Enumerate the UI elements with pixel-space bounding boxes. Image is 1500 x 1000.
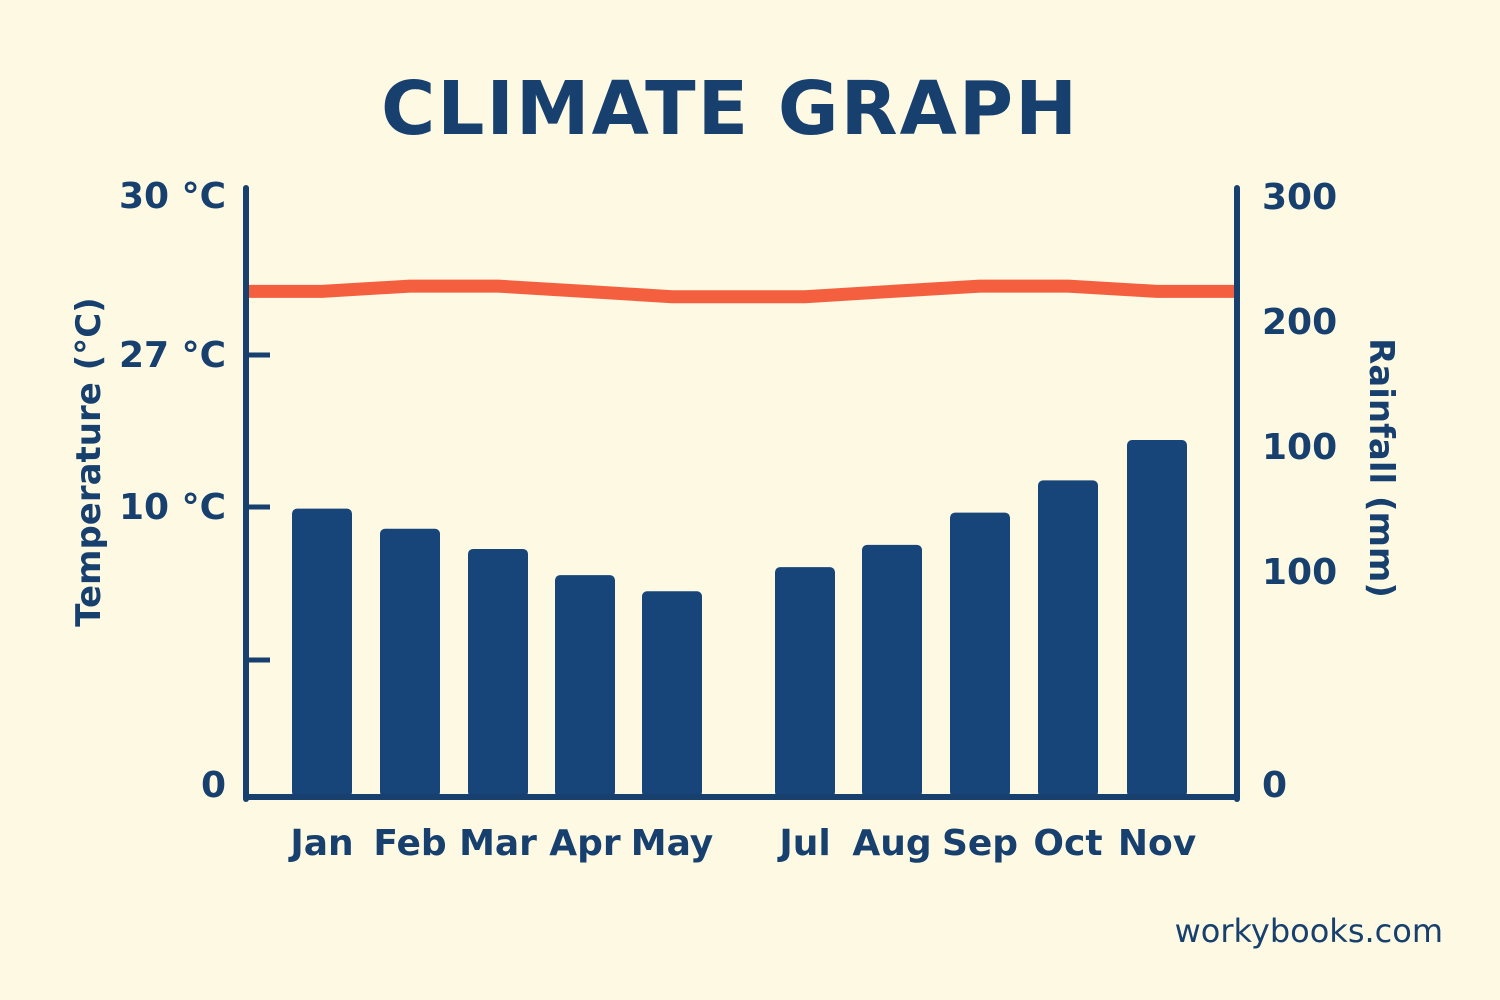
category-label-feb: Feb (373, 823, 446, 864)
right-tick-label: 0 (1262, 765, 1287, 806)
chart-title: CLIMATE GRAPH (381, 66, 1079, 152)
left-tick-label: 27 °C (119, 335, 226, 376)
temperature-line-group (248, 279, 1235, 304)
left-tick-label: 10 °C (119, 487, 226, 528)
category-label-jul: Jul (776, 823, 830, 864)
rainfall-bar-jan (292, 508, 352, 797)
category-label-sep: Sep (942, 823, 1018, 864)
category-label-oct: Oct (1033, 823, 1102, 864)
rainfall-bar-jul (775, 567, 835, 797)
right-axis-title: Rainfall (mm) (1361, 338, 1401, 598)
rainfall-bar-may (642, 591, 702, 797)
left-axis-title: Temperature (°C) (69, 297, 109, 626)
category-label-may: May (631, 823, 713, 864)
right-tick-label: 300 (1262, 177, 1337, 218)
bar-group (292, 440, 1187, 797)
category-label-nov: Nov (1118, 823, 1196, 864)
watermark: workybooks.com (1175, 912, 1443, 950)
category-label-apr: Apr (549, 823, 621, 864)
category-label-aug: Aug (852, 823, 931, 864)
right-tick-label: 200 (1262, 302, 1337, 343)
rainfall-bar-mar (468, 548, 528, 797)
rainfall-bar-aug (862, 544, 922, 797)
category-labels: Jan Feb Mar Apr May Jul Aug Sep Oct Nov (287, 823, 1196, 864)
rainfall-bar-sep (950, 512, 1010, 797)
left-axis-ticks: 0 10 °C 27 °C 30 °C (119, 176, 270, 806)
left-tick-label: 0 (201, 765, 226, 806)
category-label-jan: Jan (287, 823, 353, 864)
category-label-mar: Mar (459, 823, 537, 864)
right-tick-label: 100 (1262, 552, 1337, 593)
rainfall-bar-apr (555, 575, 615, 797)
left-tick-label: 30 °C (119, 176, 226, 217)
temperature-line (248, 279, 1235, 304)
right-tick-label: 100 (1262, 427, 1337, 468)
rainfall-bar-oct (1038, 480, 1098, 797)
rainfall-bar-feb (380, 528, 440, 797)
rainfall-bar-nov (1127, 440, 1187, 797)
right-axis-ticks: 0 100 100 200 300 (1262, 177, 1337, 806)
